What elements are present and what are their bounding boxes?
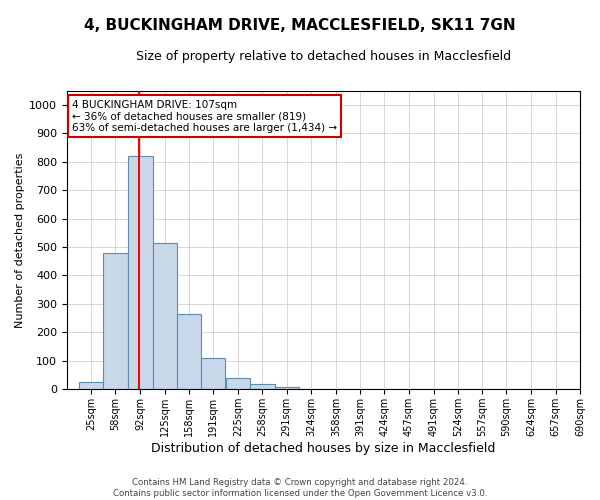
Bar [79,382,103,390]
Bar [152,243,177,390]
Title: Size of property relative to detached houses in Macclesfield: Size of property relative to detached ho… [136,50,511,63]
Text: Contains HM Land Registry data © Crown copyright and database right 2024.
Contai: Contains HM Land Registry data © Crown c… [113,478,487,498]
Bar [226,378,250,390]
Bar [103,252,128,390]
Bar [275,387,299,390]
Text: 4, BUCKINGHAM DRIVE, MACCLESFIELD, SK11 7GN: 4, BUCKINGHAM DRIVE, MACCLESFIELD, SK11 … [84,18,516,32]
Bar [201,358,226,390]
Text: 4 BUCKINGHAM DRIVE: 107sqm
← 36% of detached houses are smaller (819)
63% of sem: 4 BUCKINGHAM DRIVE: 107sqm ← 36% of deta… [72,100,337,132]
Bar [177,314,201,390]
Bar [128,156,152,390]
Bar [250,384,275,390]
Y-axis label: Number of detached properties: Number of detached properties [15,152,25,328]
X-axis label: Distribution of detached houses by size in Macclesfield: Distribution of detached houses by size … [151,442,496,455]
